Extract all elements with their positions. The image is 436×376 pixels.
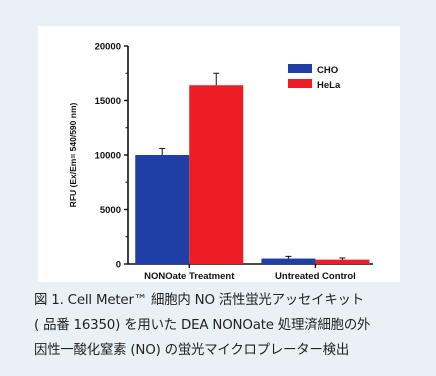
legend-swatch-cho <box>288 64 312 73</box>
caption-line-2: ( 品番 16350) を用いた DEA NONOate 処理済細胞の外 <box>34 318 371 333</box>
caption-line-3: 因性一酸化窒素 (NO) の蛍光マイクロプレーター検出 <box>34 343 350 358</box>
bar-hela-1 <box>315 259 370 264</box>
x-tick-label: Untreated Control <box>275 271 356 282</box>
bar-chart: 0 5000 10000 15000 20000 RFU (Ex/Em= 540/590 … <box>68 42 373 282</box>
bar-hela-0 <box>189 85 244 264</box>
bar-cho-0 <box>135 155 190 264</box>
bar-cho-1 <box>261 258 316 264</box>
y-tick-label: 0 <box>116 260 121 271</box>
caption-line-1: 図 1. Cell Meter™ 細胞内 NO 活性蛍光アッセイキット <box>34 293 364 308</box>
legend-swatch-hela <box>288 79 312 88</box>
x-tick-label: NONOate Treatment <box>144 271 235 282</box>
y-tick-label: 5000 <box>100 205 121 216</box>
y-tick-label: 10000 <box>95 151 121 162</box>
y-axis-label: RFU (Ex/Em= 540/590 nm) <box>68 103 78 208</box>
figure-caption: 図 1. Cell Meter™ 細胞内 NO 活性蛍光アッセイキット ( 品番… <box>34 288 414 363</box>
y-tick-label: 15000 <box>95 96 121 107</box>
legend-label-hela: HeLa <box>317 80 341 91</box>
y-tick-label: 20000 <box>95 42 121 53</box>
legend-label-cho: CHO <box>317 65 338 76</box>
chart-frame: 0 5000 10000 15000 20000 RFU (Ex/Em= 540/590 … <box>38 26 400 282</box>
